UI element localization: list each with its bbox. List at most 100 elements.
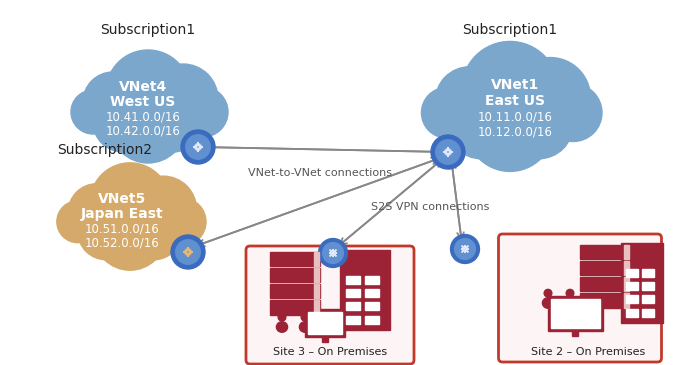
Circle shape [83, 72, 143, 132]
Text: VNet4: VNet4 [119, 80, 167, 94]
Circle shape [110, 87, 186, 163]
Bar [580, 245, 630, 259]
Bar [308, 312, 342, 334]
Circle shape [454, 239, 475, 260]
Ellipse shape [276, 322, 288, 332]
Bar [270, 251, 320, 266]
Circle shape [421, 88, 472, 138]
Text: Subscription1: Subscription1 [463, 23, 558, 37]
Text: Site 3 – On Premises: Site 3 – On Premises [273, 347, 387, 357]
Text: VNet-to-VNet connections: VNet-to-VNet connections [248, 168, 392, 178]
Bar [322, 337, 328, 342]
Bar [314, 284, 319, 298]
Circle shape [125, 203, 182, 260]
Text: 10.42.0.0/16: 10.42.0.0/16 [106, 124, 181, 138]
Circle shape [90, 163, 170, 243]
Circle shape [181, 130, 215, 164]
Circle shape [186, 135, 210, 159]
Circle shape [462, 42, 559, 138]
Bar [626, 269, 638, 277]
Circle shape [566, 289, 574, 297]
Text: East US: East US [485, 94, 545, 108]
Bar [642, 308, 654, 316]
Bar [340, 250, 390, 330]
Circle shape [435, 67, 504, 136]
Bar [547, 296, 603, 330]
Text: 10.41.0.0/16: 10.41.0.0/16 [106, 111, 181, 123]
Circle shape [57, 201, 99, 243]
Circle shape [447, 90, 516, 159]
Bar [624, 277, 629, 291]
Text: VNet5: VNet5 [98, 192, 146, 206]
Bar [270, 284, 320, 298]
Bar [365, 316, 379, 324]
Bar [626, 283, 638, 291]
Bar [572, 330, 578, 335]
Bar [346, 316, 360, 324]
Bar [624, 293, 629, 307]
Bar [305, 309, 345, 337]
Circle shape [510, 58, 591, 138]
Bar [270, 300, 320, 315]
Bar [626, 308, 638, 316]
Bar [365, 289, 379, 297]
Text: S2S VPN connections: S2S VPN connections [371, 202, 489, 212]
Circle shape [451, 235, 480, 264]
FancyBboxPatch shape [498, 234, 662, 362]
Bar [346, 303, 360, 311]
Circle shape [301, 313, 309, 321]
Bar [624, 245, 629, 259]
Text: Subscription2: Subscription2 [57, 143, 153, 157]
Circle shape [436, 140, 460, 164]
Bar [626, 296, 638, 303]
Bar [314, 268, 319, 282]
Text: Site 2 – On Premises: Site 2 – On Premises [531, 347, 645, 357]
Bar [580, 277, 630, 291]
Text: Japan East: Japan East [80, 207, 163, 221]
Bar [580, 293, 630, 307]
Ellipse shape [542, 298, 554, 308]
Bar [314, 300, 319, 315]
Circle shape [94, 198, 166, 270]
Circle shape [78, 203, 134, 260]
Bar [580, 261, 630, 275]
Ellipse shape [564, 298, 575, 308]
Bar [365, 276, 379, 284]
Circle shape [106, 50, 190, 134]
Circle shape [93, 92, 153, 152]
Text: 10.11.0.0/16: 10.11.0.0/16 [477, 111, 552, 123]
Bar [346, 289, 360, 297]
Circle shape [323, 243, 344, 264]
Text: VNet1: VNet1 [491, 78, 539, 92]
Text: 10.12.0.0/16: 10.12.0.0/16 [477, 126, 552, 138]
Text: 10.52.0.0/16: 10.52.0.0/16 [85, 237, 160, 250]
Ellipse shape [300, 322, 311, 332]
Circle shape [143, 92, 203, 152]
Text: 10.51.0.0/16: 10.51.0.0/16 [85, 223, 160, 235]
Bar [642, 283, 654, 291]
Circle shape [544, 289, 552, 297]
Circle shape [504, 90, 573, 159]
Circle shape [71, 90, 115, 134]
Bar [624, 261, 629, 275]
Text: West US: West US [111, 95, 176, 109]
Circle shape [431, 135, 465, 169]
Circle shape [148, 64, 218, 134]
Bar [365, 303, 379, 311]
Bar [621, 243, 663, 323]
Bar [314, 251, 319, 266]
Circle shape [545, 84, 602, 142]
Circle shape [171, 235, 205, 269]
Bar [346, 276, 360, 284]
Bar [270, 268, 320, 282]
FancyBboxPatch shape [246, 246, 414, 364]
Bar [642, 269, 654, 277]
Bar [550, 299, 599, 327]
Circle shape [318, 239, 347, 268]
Circle shape [158, 198, 206, 246]
Circle shape [466, 84, 554, 172]
Circle shape [278, 313, 286, 321]
Circle shape [178, 87, 228, 137]
Circle shape [69, 184, 125, 241]
Text: Subscription1: Subscription1 [100, 23, 195, 37]
